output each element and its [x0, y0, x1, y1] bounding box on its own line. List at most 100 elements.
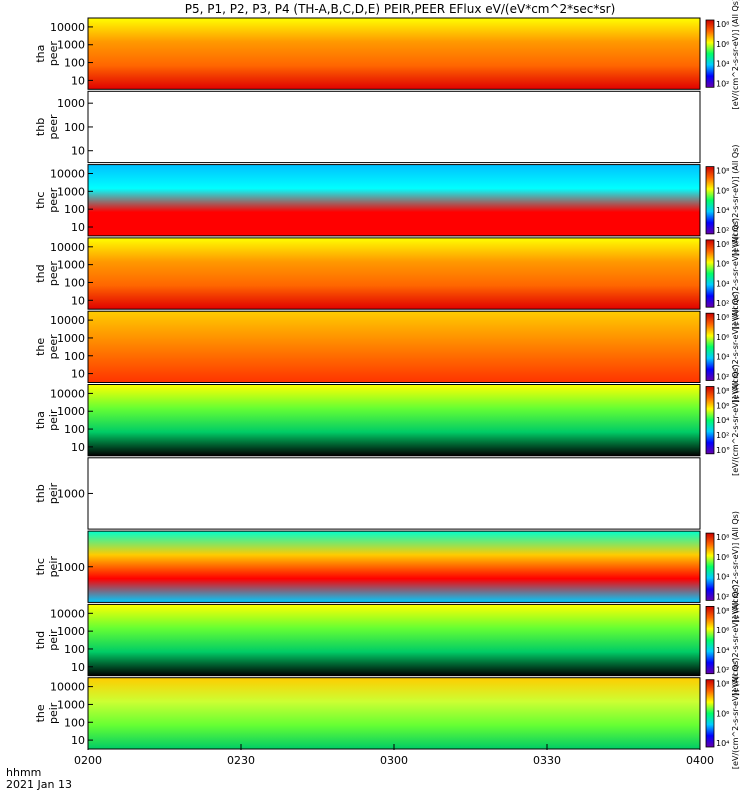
- spectrogram-image: [87, 310, 701, 384]
- y-tick-label: 1000: [57, 332, 85, 345]
- y-tick-label: 10: [71, 661, 85, 674]
- y-tick-label: 10: [71, 734, 85, 747]
- colorbar-tick-label: 10⁸: [716, 606, 729, 615]
- colorbar-tick-label: 10²: [716, 299, 729, 308]
- colorbar-tick-label: 10⁴: [716, 739, 729, 748]
- colorbar-tick-label: 10⁶: [716, 186, 729, 195]
- colorbar: [705, 679, 715, 748]
- colorbar-tick-label: 10⁶: [716, 260, 729, 269]
- x-tick-label: 0230: [227, 754, 255, 767]
- colorbar-tick-label: 10⁶: [716, 709, 729, 718]
- colorbar-tick-label: 10⁸: [716, 20, 729, 29]
- colorbar-tick-label: 10⁸: [716, 533, 729, 542]
- spectrogram-image: [87, 237, 701, 310]
- colorbar-tick-label: 10⁴: [716, 353, 729, 362]
- colorbar-tick-label: 10⁴: [716, 573, 729, 582]
- colorbar-tick-label: 10⁸: [716, 313, 729, 322]
- colorbar-label: [eV/(cm^2-s-sr-eV)] (All Qs): [731, 291, 740, 402]
- panel-thb-peer: 10 100 1000 thb peer: [34, 90, 701, 164]
- y-tick-label: 100: [64, 276, 85, 289]
- colorbar-tick-label: 10²: [716, 592, 729, 601]
- colorbar: [705, 606, 715, 675]
- colorbar-tick-label: 10⁶: [716, 553, 729, 562]
- time-axis: 0200 0230 0300 0330 0400: [74, 744, 714, 767]
- colorbar-tick-label: 10²: [716, 373, 729, 382]
- spectrogram-image: [87, 384, 701, 457]
- y-tick-label: 100: [64, 716, 85, 729]
- colorbar: [705, 312, 715, 381]
- y-tick-label: 10000: [50, 314, 85, 327]
- colorbar-tick-label: 10⁸: [716, 680, 729, 689]
- y-tick-label: 10: [71, 441, 85, 454]
- y-tick-label: 10: [71, 221, 85, 234]
- panel-label-product: peir: [47, 702, 60, 724]
- colorbar-tick-label: 10⁴: [716, 279, 729, 288]
- colorbar-label: [eV/(cm^2-s-sr-eV)] (All Qs): [731, 658, 740, 769]
- colorbar: [705, 532, 715, 601]
- y-tick-label: 1000: [57, 405, 85, 418]
- x-tick-label: 0200: [74, 754, 102, 767]
- chart-title: P5, P1, P2, P3, P4 (TH-A,B,C,D,E) PEIR,P…: [185, 2, 616, 16]
- y-tick-label: 1000: [57, 698, 85, 711]
- y-tick-label: 1000: [57, 561, 85, 574]
- y-tick-label: 10: [71, 74, 85, 87]
- spectrogram-image: [87, 164, 701, 237]
- y-tick-label: 100: [64, 121, 85, 134]
- panel-label-probe: thb: [34, 118, 47, 136]
- panel-thc-peir: 1000 thc peir 10² 10⁴ 10⁶ 10⁸ [eV/(cm^2-s-sr-eV…: [34, 511, 740, 622]
- panel-label-product: peer: [47, 41, 60, 67]
- x-tick-label: 0300: [380, 754, 408, 767]
- y-tick-label: 10000: [50, 387, 85, 400]
- y-tick-label: 10000: [50, 241, 85, 254]
- colorbar: [705, 239, 715, 308]
- panel-label-product: peir: [47, 556, 60, 578]
- panel-label-probe: thd: [34, 631, 47, 649]
- panel-label-probe: thd: [34, 264, 47, 282]
- colorbar-tick-label: 10⁴: [716, 416, 729, 425]
- colorbar-tick-label: 10⁶: [716, 333, 729, 342]
- spectrogram-image: [87, 603, 701, 677]
- colorbar-tick-label: 10²: [716, 79, 729, 88]
- y-tick-label: 1000: [57, 259, 85, 272]
- panel-label-product: peir: [47, 482, 60, 504]
- y-tick-label: 1000: [57, 487, 85, 500]
- colorbar-tick-label: 10⁴: [716, 206, 729, 215]
- panel-label-probe: thc: [34, 558, 47, 575]
- colorbar: [705, 386, 715, 455]
- spectrogram-image: [87, 457, 701, 530]
- panel-label-product: peer: [47, 334, 60, 360]
- y-tick-label: 1000: [57, 97, 85, 110]
- y-tick-label: 10000: [50, 21, 85, 34]
- panel-label-product: peer: [47, 261, 60, 287]
- panel-label-product: peer: [47, 187, 60, 213]
- colorbar-label: [eV/(cm^2-s-sr-eV)] (All Qs): [731, 511, 740, 622]
- colorbar-tick-label: 10²: [716, 431, 729, 440]
- panel-label-probe: tha: [34, 45, 47, 63]
- colorbar-label: [eV/(cm^2-s-sr-eV)] (All Qs): [731, 0, 740, 109]
- colorbar-label: [eV/(cm^2-s-sr-eV)] (All Qs): [731, 364, 740, 475]
- x-tick-label: 0330: [533, 754, 561, 767]
- colorbar-tick-label: 10²: [716, 666, 729, 675]
- panel-label-product: peer: [47, 114, 60, 140]
- colorbar-label: [eV/(cm^2-s-sr-eV)] (All Qs): [731, 584, 740, 695]
- y-tick-label: 1000: [57, 39, 85, 52]
- y-tick-label: 10000: [50, 168, 85, 181]
- panel-label-probe: the: [34, 704, 47, 722]
- y-tick-label: 100: [64, 423, 85, 436]
- spectrogram-image: [87, 90, 701, 164]
- panel-label-probe: thc: [34, 192, 47, 209]
- colorbar-tick-label: 10⁶: [716, 626, 729, 635]
- colorbar-tick-label: 10²: [716, 226, 729, 235]
- x-tick-label: 0400: [686, 754, 714, 767]
- colorbar-tick-label: 10°: [716, 446, 730, 455]
- colorbar-tick-label: 10⁴: [716, 60, 729, 69]
- panel-label-product: peir: [47, 409, 60, 431]
